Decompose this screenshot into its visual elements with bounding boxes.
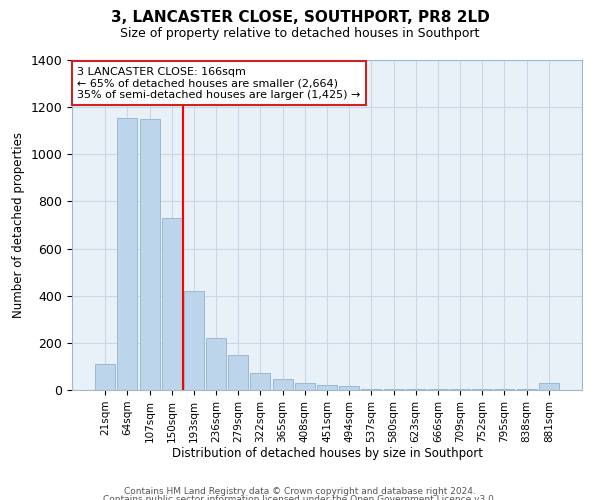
Bar [295, 383, 315, 390]
Bar [472, 389, 492, 390]
Bar [140, 119, 160, 390]
Bar [406, 389, 426, 390]
Bar [184, 291, 204, 390]
Bar [383, 389, 404, 390]
Bar [539, 383, 559, 390]
X-axis label: Distribution of detached houses by size in Southport: Distribution of detached houses by size … [172, 448, 482, 460]
Bar [361, 389, 382, 390]
Bar [494, 389, 514, 390]
Bar [95, 364, 115, 390]
Y-axis label: Number of detached properties: Number of detached properties [12, 132, 25, 318]
Bar [317, 386, 337, 390]
Bar [250, 373, 271, 390]
Bar [517, 389, 536, 390]
Bar [162, 218, 182, 390]
Bar [450, 389, 470, 390]
Text: 3 LANCASTER CLOSE: 166sqm
← 65% of detached houses are smaller (2,664)
35% of se: 3 LANCASTER CLOSE: 166sqm ← 65% of detac… [77, 66, 361, 100]
Bar [428, 389, 448, 390]
Bar [206, 338, 226, 390]
Bar [228, 354, 248, 390]
Bar [339, 386, 359, 390]
Bar [118, 118, 137, 390]
Bar [272, 378, 293, 390]
Text: 3, LANCASTER CLOSE, SOUTHPORT, PR8 2LD: 3, LANCASTER CLOSE, SOUTHPORT, PR8 2LD [110, 10, 490, 25]
Text: Size of property relative to detached houses in Southport: Size of property relative to detached ho… [121, 28, 479, 40]
Text: Contains HM Land Registry data © Crown copyright and database right 2024.: Contains HM Land Registry data © Crown c… [124, 488, 476, 496]
Text: Contains public sector information licensed under the Open Government Licence v3: Contains public sector information licen… [103, 495, 497, 500]
